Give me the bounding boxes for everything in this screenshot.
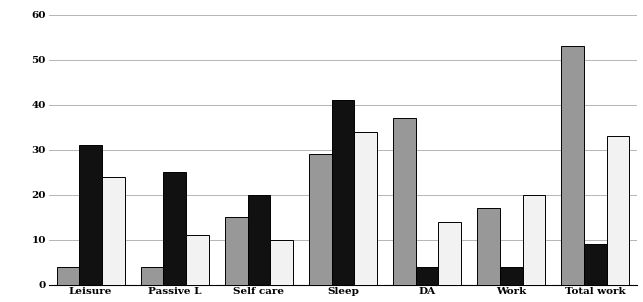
Bar — [57, 267, 79, 285]
Bar — [79, 145, 102, 285]
Bar — [477, 208, 500, 285]
Bar — [393, 118, 416, 285]
Bar — [439, 222, 461, 285]
Bar — [332, 100, 354, 285]
Bar — [607, 136, 629, 285]
Bar — [102, 177, 125, 285]
Bar — [141, 267, 163, 285]
Bar — [584, 244, 607, 285]
Bar — [354, 132, 377, 285]
Bar — [248, 194, 270, 285]
Bar — [163, 172, 186, 285]
Bar — [416, 267, 439, 285]
Bar — [270, 240, 293, 285]
Bar — [561, 46, 584, 285]
Bar — [500, 267, 523, 285]
Bar — [225, 217, 248, 285]
Bar — [523, 194, 545, 285]
Bar — [309, 154, 332, 285]
Bar — [186, 235, 209, 285]
